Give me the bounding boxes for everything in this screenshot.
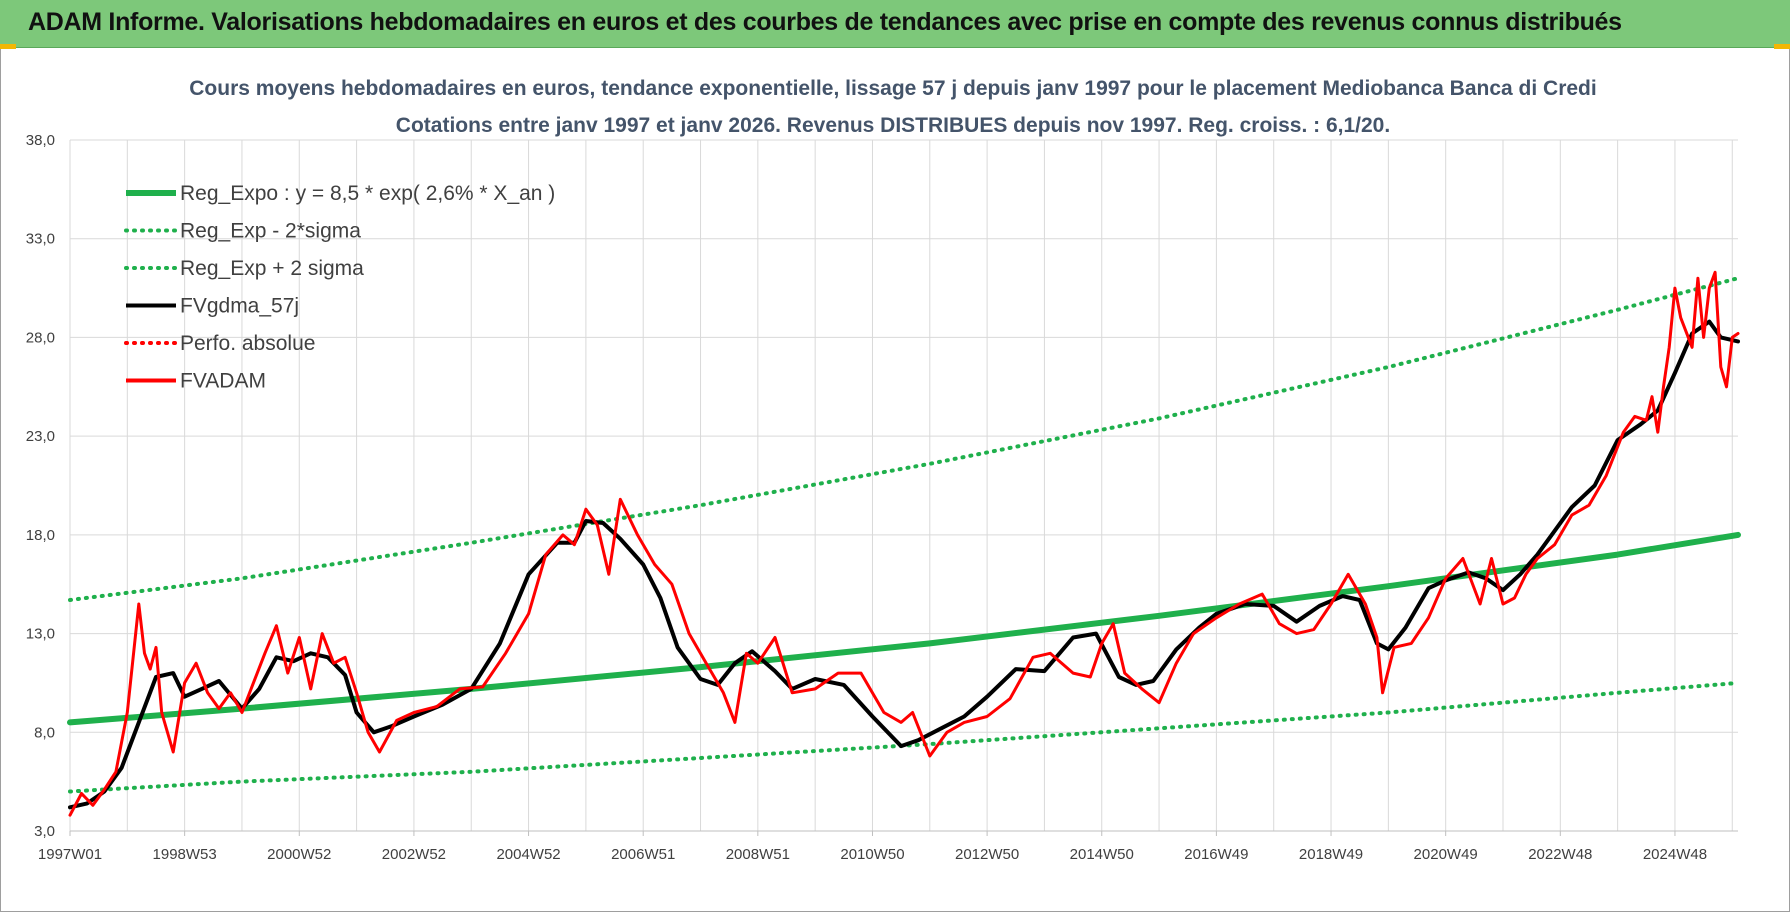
series-line-fvgdma-57j: [68, 319, 1740, 810]
x-tick-label: 2012W50: [955, 846, 1019, 863]
legend-label: Reg_Expo : y = 8,5 * exp( 2,6% * X_an ): [180, 182, 555, 205]
y-tick-label: 18,0: [26, 527, 55, 544]
chart-subtitle: Cotations entre janv 1997 et janv 2026. …: [396, 114, 1390, 137]
x-tick-label: 2006W51: [611, 846, 675, 863]
x-tick-label: 2004W52: [496, 846, 560, 863]
legend-label: Reg_Exp + 2 sigma: [180, 257, 364, 280]
x-tick-label: 2024W48: [1643, 846, 1707, 863]
legend-label: Reg_Exp - 2*sigma: [180, 220, 361, 243]
x-tick-label: 2000W52: [267, 846, 331, 863]
y-tick-label: 23,0: [26, 428, 55, 445]
corner-marker: [0, 44, 16, 49]
series-line-fvadam: [68, 270, 1740, 817]
x-tick-label: 2022W48: [1528, 846, 1592, 863]
x-tick-label: 1998W53: [153, 846, 217, 863]
series-line-reg-expo: [67, 531, 1741, 726]
legend-label: Perfo. absolue: [180, 332, 315, 355]
chart-title: Cours moyens hebdomadaires en euros, ten…: [189, 77, 1596, 100]
x-tick-label: 1997W01: [38, 846, 102, 863]
corner-marker: [1774, 44, 1790, 49]
x-tick-label: 2008W51: [726, 846, 790, 863]
legend-label: FVgdma_57j: [180, 295, 299, 318]
x-tick-label: 2010W50: [840, 846, 904, 863]
y-tick-label: 13,0: [26, 626, 55, 643]
legend: Reg_Expo : y = 8,5 * exp( 2,6% * X_an ) R…: [124, 182, 555, 393]
series-line-reg-exp-2-sigma: [68, 680, 1740, 794]
page-title: ADAM Informe. Valorisations hebdomadaire…: [28, 8, 1622, 36]
y-tick-label: 28,0: [26, 329, 55, 346]
series-line-reg-exp-2-sigma: [68, 276, 1740, 602]
legend-label: FVADAM: [180, 370, 266, 393]
header-banner: ADAM Informe. Valorisations hebdomadaire…: [0, 0, 1790, 48]
x-tick-label: 2016W49: [1184, 846, 1248, 863]
x-tick-label: 2014W50: [1070, 846, 1134, 863]
y-tick-label: 38,0: [26, 132, 55, 149]
x-tick-label: 2020W49: [1414, 846, 1478, 863]
y-tick-label: 33,0: [26, 231, 55, 248]
y-tick-label: 8,0: [34, 724, 55, 741]
x-tick-label: 2002W52: [382, 846, 446, 863]
y-tick-label: 3,0: [34, 823, 55, 840]
x-tick-label: 2018W49: [1299, 846, 1363, 863]
